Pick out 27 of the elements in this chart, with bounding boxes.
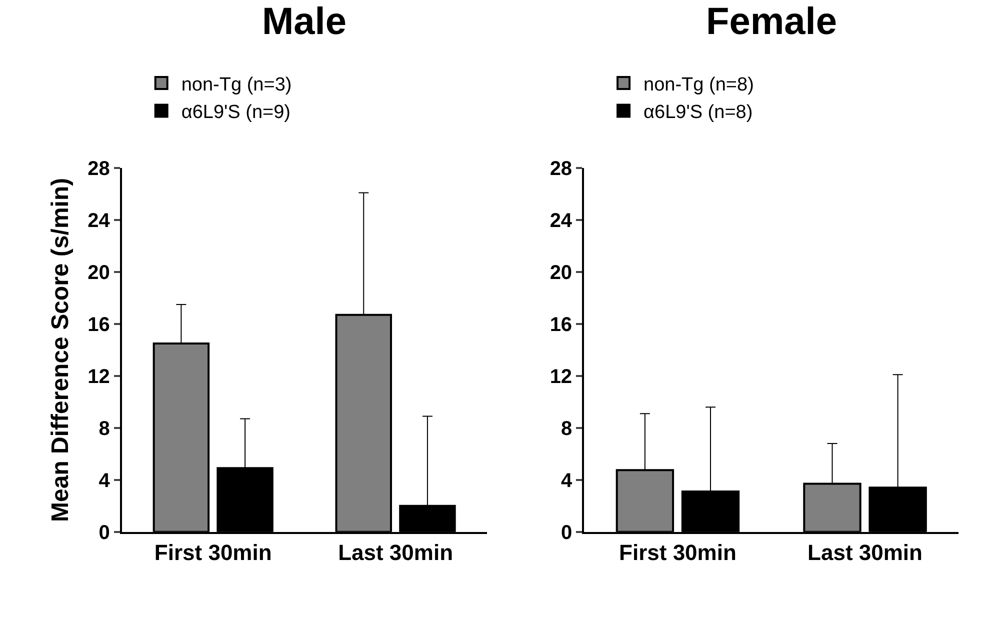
y-tick-label: 24 bbox=[88, 210, 111, 232]
x-tick-label: Last 30min bbox=[808, 540, 922, 566]
y-tick-label: 0 bbox=[98, 522, 110, 544]
legend-label: non-Tg (n=3) bbox=[181, 74, 292, 96]
y-tick-label: 12 bbox=[550, 366, 572, 388]
y-tick-label: 0 bbox=[560, 522, 572, 544]
y-tick-label: 24 bbox=[550, 210, 573, 232]
legend-label: α6L9'S (n=9) bbox=[181, 102, 291, 124]
y-tick-label: 16 bbox=[550, 314, 572, 336]
y-tick-label: 28 bbox=[550, 158, 572, 180]
y-tick-label: 28 bbox=[88, 158, 110, 180]
y-tick-label: 4 bbox=[98, 470, 111, 492]
y-tick-label: 8 bbox=[560, 418, 572, 440]
x-tick-label: First 30min bbox=[154, 540, 272, 566]
y-tick-label: 8 bbox=[98, 418, 110, 440]
y-tick-label: 20 bbox=[88, 262, 110, 284]
chart-title: Female bbox=[706, 1, 837, 43]
legend-label: non-Tg (n=8) bbox=[644, 74, 754, 96]
x-tick-label: First 30min bbox=[619, 540, 736, 566]
y-tick-label: 20 bbox=[550, 262, 572, 284]
y-axis-title: Mean Difference Score (s/min) bbox=[47, 178, 74, 522]
y-tick-label: 16 bbox=[88, 314, 110, 336]
y-tick-label: 4 bbox=[560, 470, 573, 492]
y-tick-label: 12 bbox=[88, 366, 110, 388]
legend-label: α6L9'S (n=8) bbox=[644, 102, 753, 124]
chart-title: Male bbox=[262, 1, 346, 43]
x-tick-label: Last 30min bbox=[338, 540, 454, 566]
